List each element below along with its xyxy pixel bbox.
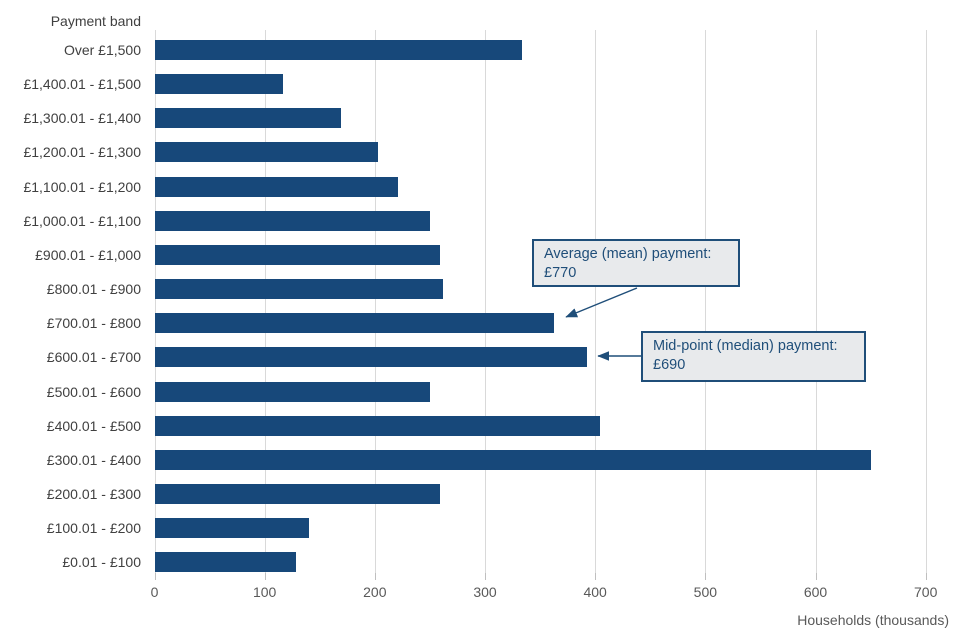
category-label: £1,100.01 - £1,200 <box>23 178 141 195</box>
axis-tick <box>815 573 817 580</box>
gridline <box>595 30 597 573</box>
gridline <box>374 30 376 573</box>
category-label: £600.01 - £700 <box>46 349 141 366</box>
gridline <box>705 30 707 573</box>
bar <box>155 142 378 163</box>
x-tick-label: 600 <box>803 584 828 600</box>
y-axis-title: Payment band <box>50 13 141 29</box>
category-label: £800.01 - £900 <box>46 281 141 298</box>
bar <box>155 347 587 368</box>
bar <box>155 313 554 334</box>
x-tick-label: 700 <box>914 584 938 600</box>
median-annotation-text: Mid-point (median) payment: <box>653 338 838 354</box>
median-annotation-value: £690 <box>653 357 686 373</box>
x-tick-label: 300 <box>473 584 497 600</box>
bar <box>155 108 342 129</box>
axis-tick <box>154 573 156 580</box>
x-axis-title: Households (thousands) <box>797 612 949 628</box>
axis-tick <box>925 573 927 580</box>
gridline <box>815 30 817 573</box>
x-tick-label: 500 <box>693 584 718 600</box>
bar <box>155 176 399 197</box>
category-label: £900.01 - £1,000 <box>35 246 141 263</box>
mean-annotation-text: Average (mean) payment: <box>544 246 712 262</box>
bar <box>155 74 283 95</box>
axis-tick <box>264 573 266 580</box>
bar <box>155 518 310 539</box>
category-label: £200.01 - £300 <box>46 485 141 502</box>
category-label: £0.01 - £100 <box>62 554 141 571</box>
category-label: £300.01 - £400 <box>46 451 141 468</box>
category-label: £1,400.01 - £1,500 <box>23 76 141 93</box>
category-label: £400.01 - £500 <box>46 417 141 434</box>
axis-tick <box>595 573 597 580</box>
gridline <box>925 30 927 573</box>
category-label: £500.01 - £600 <box>46 383 141 400</box>
gridline <box>264 30 266 573</box>
category-label: Over £1,500 <box>63 42 141 58</box>
category-label: £700.01 - £800 <box>46 315 141 332</box>
x-tick-label: 0 <box>150 584 159 600</box>
bar <box>155 279 443 300</box>
x-tick-label: 200 <box>363 584 387 600</box>
bar <box>155 40 522 60</box>
gridline <box>485 30 486 573</box>
category-label: £1,300.01 - £1,400 <box>23 110 141 127</box>
mean-annotation-box: Average (mean) payment: £770 <box>532 239 740 287</box>
bar <box>155 210 431 231</box>
median-annotation-box: Mid-point (median) payment: £690 <box>641 331 866 382</box>
category-label: £1,000.01 - £1,100 <box>23 212 141 229</box>
mean-annotation-arrow <box>565 287 638 318</box>
mean-annotation-value: £770 <box>544 265 577 281</box>
axis-tick <box>374 573 376 580</box>
bar <box>155 244 441 265</box>
bar <box>155 381 431 402</box>
category-label: £1,200.01 - £1,300 <box>23 144 141 161</box>
bar <box>155 415 601 436</box>
gridline <box>154 30 156 573</box>
axis-tick <box>705 573 707 580</box>
x-tick-label: 400 <box>583 584 607 600</box>
axis-tick <box>485 573 486 580</box>
bar <box>155 552 297 573</box>
x-tick-label: 100 <box>252 584 277 600</box>
bar <box>155 449 872 470</box>
bar <box>155 483 441 504</box>
category-label: £100.01 - £200 <box>46 520 141 537</box>
